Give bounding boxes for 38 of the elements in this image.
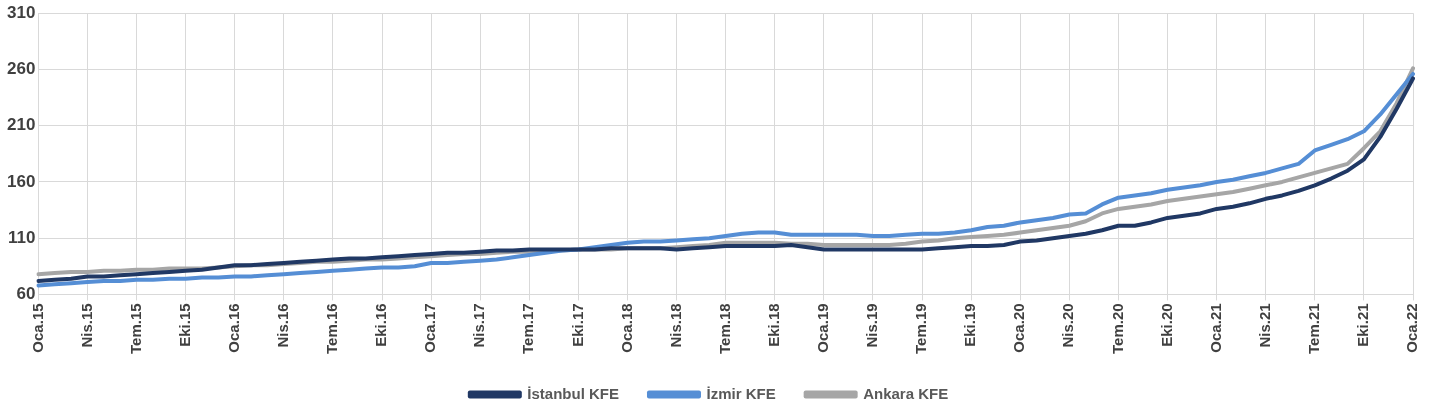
x-tick-label: Nis.15	[77, 303, 95, 348]
x-tick-label: Tem.20	[1108, 303, 1126, 355]
x-tick-label: Nis.18	[666, 303, 684, 348]
x-tick-label: Oca.18	[617, 303, 635, 353]
x-tick-label: Tem.21	[1304, 303, 1322, 355]
legend-label: İzmir KFE	[706, 384, 776, 402]
y-tick-label: 160	[6, 171, 36, 191]
x-tick-label: Oca.21	[1206, 303, 1224, 353]
x-tick-label: Eki.16	[372, 303, 390, 347]
x-tick-label: Tem.15	[126, 303, 144, 355]
legend-label: Ankara KFE	[863, 384, 949, 402]
x-tick-label: Oca.22	[1403, 303, 1421, 353]
y-tick-label: 60	[16, 284, 36, 304]
x-tick-label: Tem.17	[519, 303, 537, 355]
x-tick-label: Nis.19	[863, 303, 881, 348]
x-tick-label: Eki.18	[764, 303, 782, 347]
y-tick-label: 260	[6, 59, 36, 79]
x-tick-label: Oca.17	[421, 303, 439, 353]
x-tick-label: Eki.17	[568, 303, 586, 347]
x-tick-label: Oca.16	[224, 303, 242, 353]
x-tick-label: Oca.19	[814, 303, 832, 353]
x-tick-label: Nis.17	[470, 303, 488, 348]
x-tick-label: Tem.18	[715, 303, 733, 355]
x-tick-label: Nis.20	[1059, 303, 1077, 348]
x-tick-label: Eki.15	[175, 303, 193, 347]
x-tick-label: Eki.19	[961, 303, 979, 347]
x-tick-label: Oca.15	[28, 303, 46, 353]
x-tick-label: Nis.16	[273, 303, 291, 348]
x-tick-label: Nis.21	[1255, 303, 1273, 348]
x-tick-label: Oca.20	[1010, 303, 1028, 353]
x-tick-label: Eki.21	[1354, 303, 1372, 347]
legend-label: İstanbul KFE	[527, 384, 619, 402]
x-tick-label: Tem.19	[912, 303, 930, 355]
y-tick-label: 110	[7, 227, 36, 247]
x-tick-label: Tem.16	[323, 303, 341, 355]
y-tick-label: 310	[6, 2, 36, 22]
x-tick-label: Eki.20	[1157, 303, 1175, 347]
y-tick-label: 210	[6, 115, 36, 135]
